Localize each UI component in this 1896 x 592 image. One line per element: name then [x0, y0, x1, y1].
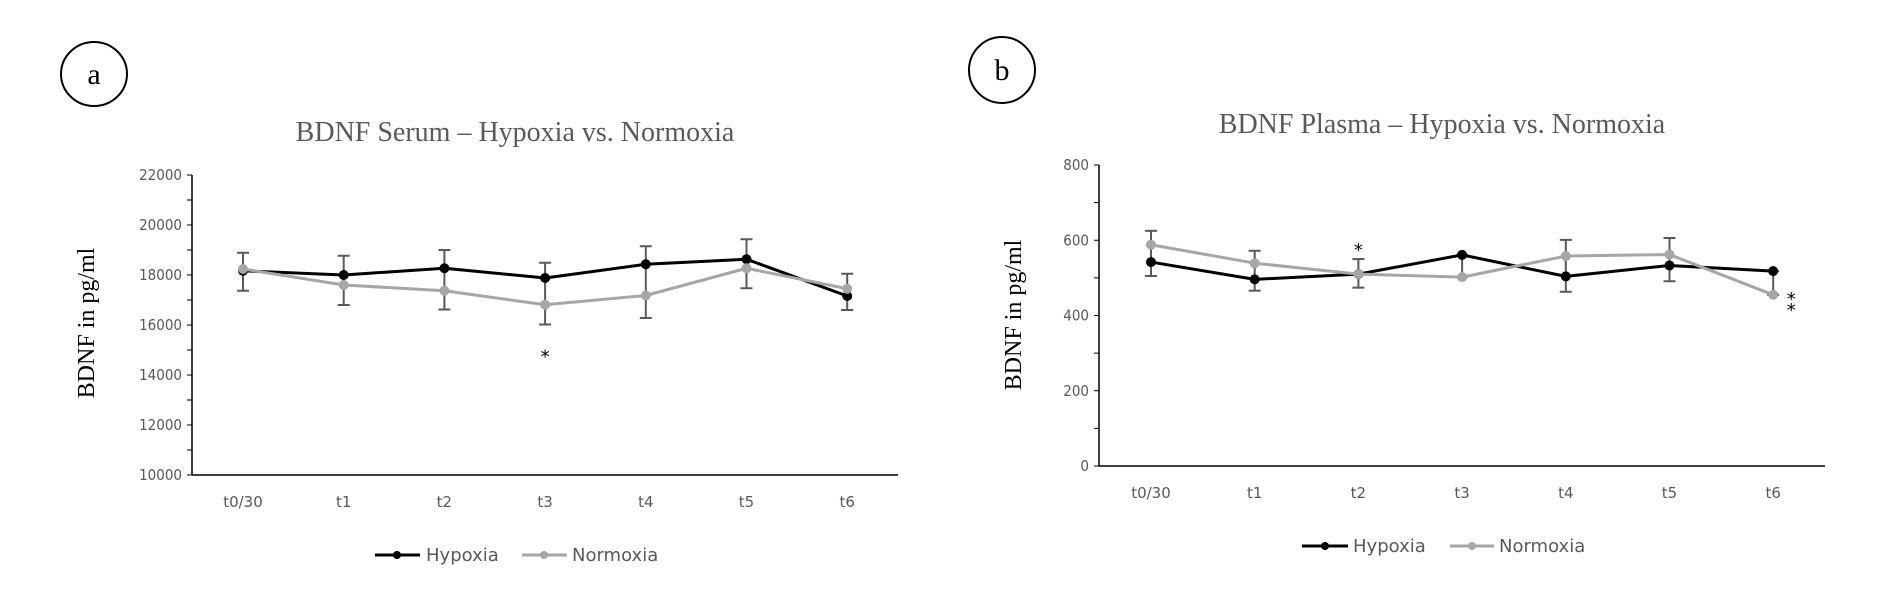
x-tick-label: t6 [839, 493, 854, 511]
axes: 0 200 400 600 800 t0/30 t1 t2 t3 t4 t5 t6 [1063, 156, 1825, 502]
data-point-normoxia [1768, 289, 1779, 300]
significance-marker: * [1787, 300, 1796, 321]
legend-label-hypoxia: Hypoxia [426, 545, 499, 566]
data-point-normoxia [1353, 269, 1364, 280]
data-point-normoxia [1560, 251, 1571, 262]
plot-marks: *** [1145, 229, 1796, 321]
y-tick-label: 18000 [139, 266, 182, 284]
significance-marker: * [1787, 289, 1796, 310]
x-tick-label: t1 [336, 493, 351, 511]
y-tick-label: 16000 [139, 316, 182, 334]
data-point-hypoxia [1249, 274, 1260, 285]
legend-label-normoxia: Normoxia [572, 545, 658, 566]
legend-marker-normoxia [1468, 542, 1476, 550]
y-axis-label: BDNF in pg/ml [1001, 239, 1027, 390]
data-point-normoxia [238, 264, 248, 274]
y-tick-label: 600 [1063, 231, 1089, 249]
axes: 10000 12000 14000 16000 18000 20000 22000 t0/30… [139, 166, 898, 511]
x-tick-label: t3 [537, 493, 552, 511]
data-point-hypoxia [338, 270, 349, 280]
legend-label-normoxia: Normoxia [1499, 536, 1585, 557]
x-tick-label: t1 [1247, 484, 1262, 502]
data-point-hypoxia [640, 259, 651, 270]
y-tick-label: 0 [1080, 457, 1089, 475]
x-tick-label: t0/30 [1131, 484, 1171, 502]
data-point-hypoxia [1457, 249, 1468, 260]
x-tick-label: t4 [638, 493, 653, 511]
significance-marker: * [1354, 240, 1363, 261]
chart-title: BDNF Serum – Hypoxia vs. Normoxia [296, 117, 735, 148]
error-bar [1248, 249, 1261, 292]
x-tick-label: t6 [1765, 484, 1780, 502]
data-point-normoxia [741, 263, 752, 274]
x-tick-label: t2 [437, 493, 452, 511]
data-point-normoxia [338, 280, 349, 290]
legend: Hypoxia Normoxia [1302, 536, 1585, 557]
error-bar [1145, 229, 1157, 277]
y-tick-label: 800 [1063, 156, 1089, 174]
y-tick-label: 20000 [139, 216, 182, 234]
y-tick-label: 22000 [139, 166, 182, 184]
data-point-hypoxia [1560, 271, 1571, 282]
error-bar [639, 245, 652, 319]
y-axis-label: BDNF in pg/ml [74, 247, 100, 398]
data-point-hypoxia [1768, 266, 1779, 277]
error-bar [438, 249, 451, 311]
significance-marker: * [541, 347, 550, 368]
error-bar [1663, 236, 1676, 283]
chart-panel-b: b BDNF Plasma – Hypoxia vs. Normoxia BDN… [968, 36, 1825, 557]
data-point-normoxia [1664, 249, 1675, 260]
legend: Hypoxia Normoxia [375, 545, 658, 566]
data-point-normoxia [842, 283, 853, 294]
legend-label-hypoxia: Hypoxia [1353, 536, 1426, 557]
data-point-normoxia [1249, 258, 1260, 269]
data-point-hypoxia [741, 254, 752, 265]
data-point-normoxia [1146, 239, 1156, 250]
data-point-normoxia [540, 299, 551, 310]
y-tick-label: 10000 [139, 466, 182, 484]
panel-label-circle-b [968, 36, 1036, 104]
data-point-normoxia [439, 285, 450, 296]
y-tick-label: 12000 [139, 416, 182, 434]
data-point-hypoxia [1146, 257, 1156, 268]
x-tick-label: t3 [1454, 484, 1469, 502]
error-bar [1559, 238, 1572, 293]
plot-marks: * [237, 238, 854, 368]
data-point-hypoxia [1664, 260, 1675, 271]
y-tick-label: 200 [1063, 382, 1089, 400]
chart-panel-a: a BDNF Serum – Hypoxia vs. Normoxia BDNF… [60, 41, 898, 566]
data-point-normoxia [1457, 272, 1468, 283]
error-bar [539, 261, 552, 326]
legend-marker-normoxia [540, 551, 548, 559]
legend-marker-hypoxia [1321, 542, 1329, 550]
data-point-hypoxia [439, 263, 450, 274]
panel-label-b: b [995, 54, 1010, 87]
panel-label-a: a [87, 58, 100, 91]
chart-title: BDNF Plasma – Hypoxia vs. Normoxia [1219, 109, 1666, 140]
y-tick-label: 400 [1063, 307, 1089, 325]
data-point-hypoxia [842, 291, 853, 301]
legend-marker-hypoxia [393, 551, 401, 559]
x-tick-label: t2 [1351, 484, 1366, 502]
x-tick-label: t4 [1558, 484, 1573, 502]
data-point-hypoxia [540, 273, 551, 283]
y-tick-label: 14000 [139, 366, 182, 384]
x-tick-label: t5 [1662, 484, 1677, 502]
data-point-normoxia [640, 290, 651, 301]
x-tick-label: t0/30 [223, 493, 263, 511]
x-tick-label: t5 [739, 493, 754, 511]
panel-label-circle-a [60, 41, 128, 107]
